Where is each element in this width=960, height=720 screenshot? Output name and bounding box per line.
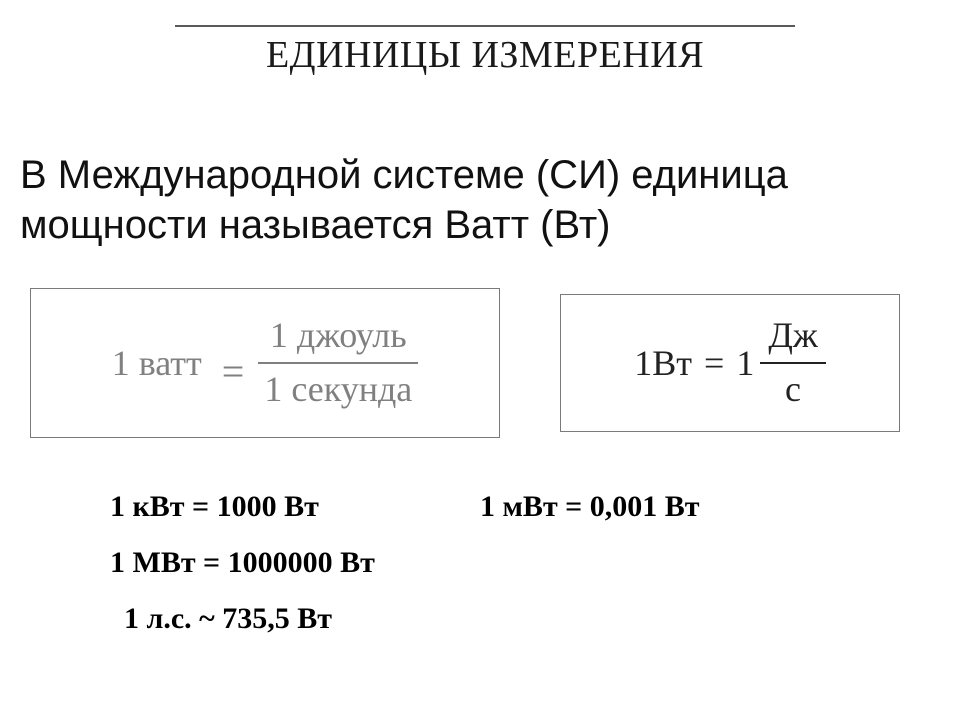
fraction-bar [760, 362, 825, 364]
fraction-symbols: Дж с [760, 316, 825, 409]
fraction-words: 1 джоуль 1 секунда [258, 316, 418, 409]
conversion-kw: 1 кВт = 1000 Вт [110, 490, 480, 524]
title-block: ЕДИНИЦЫ ИЗМЕРЕНИЯ [175, 25, 795, 77]
conversion-hp: 1 л.с. ~ 735,5 Вт [110, 602, 930, 636]
conversion-row-1: 1 кВт = 1000 Вт 1 мВт = 0,001 Вт [110, 490, 930, 524]
coefficient: 1 [736, 342, 760, 384]
equals-sign: = [208, 348, 259, 395]
numerator-words: 1 джоуль [264, 316, 413, 356]
lhs-words: 1 ватт [112, 342, 208, 384]
conversion-megaw: 1 МВт = 1000000 Вт [110, 546, 930, 580]
equation-words: 1 ватт = 1 джоуль 1 секунда [112, 316, 419, 409]
intro-paragraph: В Международной системе (СИ) единица мощ… [20, 150, 920, 250]
denominator-words: 1 секунда [258, 370, 418, 410]
formula-box-words: 1 ватт = 1 джоуль 1 секунда [30, 288, 500, 438]
denominator-symbols: с [777, 370, 809, 410]
page-title: ЕДИНИЦЫ ИЗМЕРЕНИЯ [175, 27, 795, 77]
equation-symbols: 1Вт = 1 Дж с [634, 316, 826, 409]
lhs-symbols: 1Вт [634, 342, 692, 384]
slide: ЕДИНИЦЫ ИЗМЕРЕНИЯ В Международной систем… [0, 0, 960, 720]
fraction-bar [258, 362, 418, 364]
numerator-symbols: Дж [760, 316, 825, 356]
equals-sign: = [692, 342, 736, 384]
conversion-mw: 1 мВт = 0,001 Вт [480, 490, 700, 524]
formula-row: 1 ватт = 1 джоуль 1 секунда 1Вт = 1 Дж с [30, 288, 900, 438]
formula-box-symbols: 1Вт = 1 Дж с [560, 294, 900, 432]
conversions-block: 1 кВт = 1000 Вт 1 мВт = 0,001 Вт 1 МВт =… [110, 490, 930, 658]
